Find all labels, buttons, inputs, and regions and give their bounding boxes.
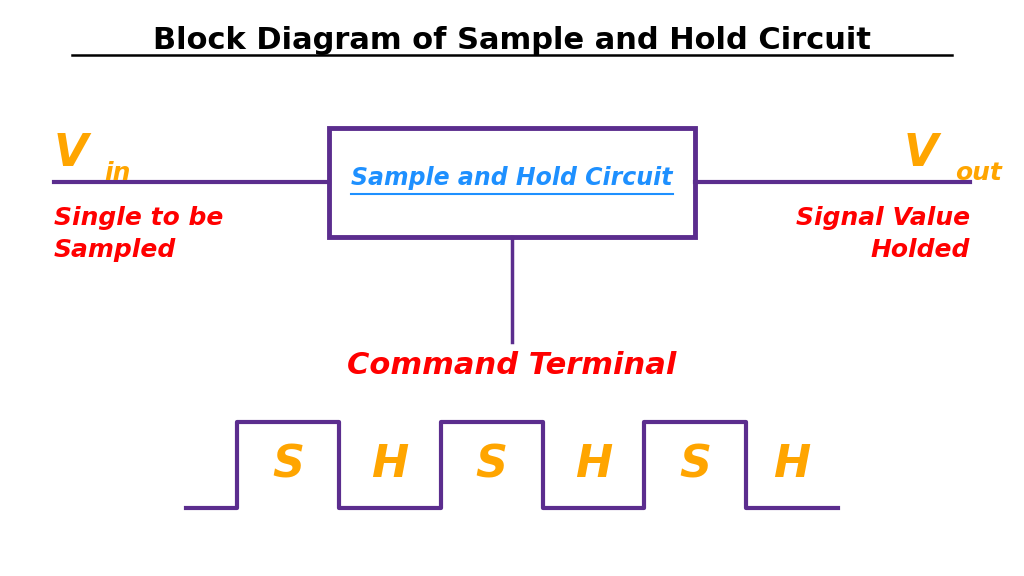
Text: Sample and Hold Circuit: Sample and Hold Circuit bbox=[351, 166, 673, 190]
Text: H: H bbox=[773, 444, 811, 486]
Text: Signal Value
Holded: Signal Value Holded bbox=[797, 206, 971, 262]
Text: S: S bbox=[475, 444, 508, 486]
Text: Command Terminal: Command Terminal bbox=[347, 351, 677, 380]
Bar bbox=[329, 128, 695, 237]
Text: S: S bbox=[679, 444, 712, 486]
Text: H: H bbox=[371, 444, 409, 486]
Text: V: V bbox=[904, 132, 939, 175]
Text: S: S bbox=[272, 444, 304, 486]
Text: out: out bbox=[955, 161, 1001, 185]
Text: V: V bbox=[53, 132, 88, 175]
Text: H: H bbox=[574, 444, 612, 486]
Text: in: in bbox=[104, 161, 131, 185]
Text: Single to be
Sampled: Single to be Sampled bbox=[53, 206, 223, 262]
Text: Block Diagram of Sample and Hold Circuit: Block Diagram of Sample and Hold Circuit bbox=[153, 25, 871, 55]
